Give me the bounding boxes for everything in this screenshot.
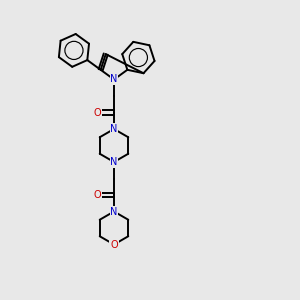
Text: O: O: [94, 190, 101, 200]
Text: O: O: [94, 107, 101, 118]
Text: N: N: [110, 157, 118, 167]
Text: N: N: [110, 74, 118, 85]
Text: O: O: [110, 239, 118, 250]
Text: N: N: [110, 206, 118, 217]
Text: N: N: [110, 124, 118, 134]
